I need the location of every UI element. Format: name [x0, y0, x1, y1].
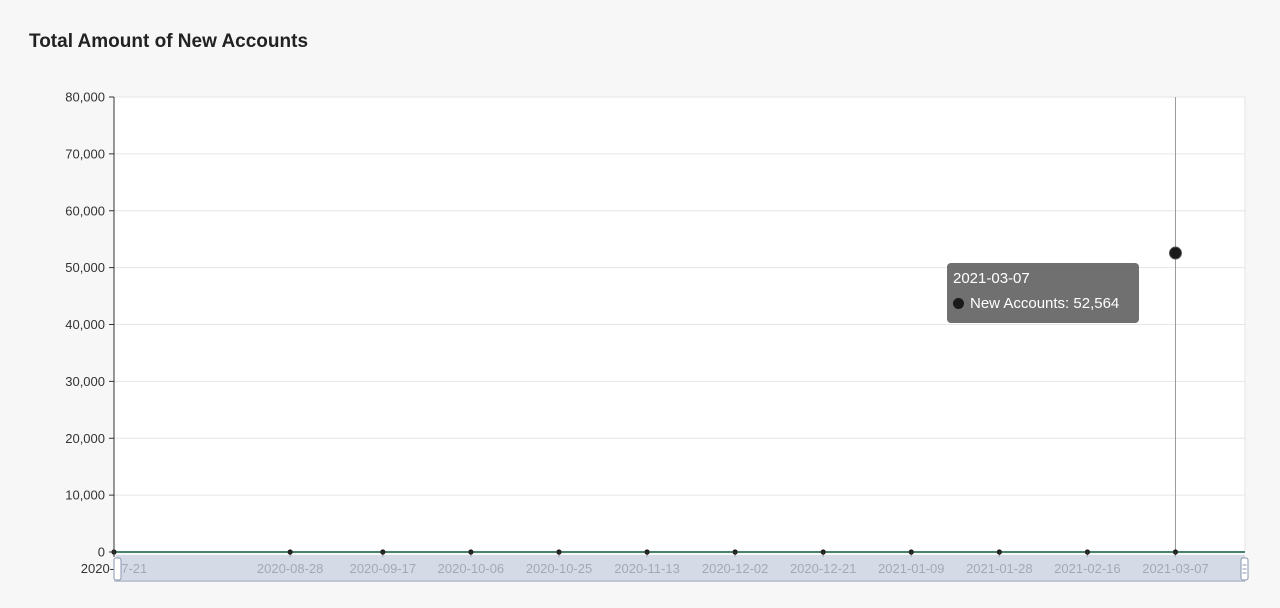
y-tick-label-6: 60,000	[65, 203, 105, 218]
chart-title: Total Amount of New Accounts	[29, 31, 309, 52]
slider-handle-left[interactable]	[113, 557, 122, 581]
tooltip-value: 52,564	[1073, 295, 1120, 312]
y-tick-label-7: 70,000	[65, 146, 105, 161]
y-axis: 0 10,000 20,000 30,000 40,000 50,000 60,000 70,…	[65, 90, 115, 560]
y-tick-label-0: 0	[98, 545, 105, 560]
slider-track[interactable]	[116, 555, 1245, 582]
data-zoom-slider[interactable]	[113, 555, 1249, 582]
tooltip-series-label: New Accounts	[970, 295, 1066, 312]
y-tick-label-8: 80,000	[65, 90, 105, 105]
tooltip-date: 2021-03-07	[953, 270, 1030, 287]
y-tick-label-1: 10,000	[65, 488, 105, 503]
y-tick-label-3: 30,000	[65, 374, 105, 389]
highlight-point	[1168, 246, 1182, 260]
y-tick-label-2: 20,000	[65, 431, 105, 446]
y-tick-label-4: 40,000	[65, 317, 105, 332]
chart-tooltip: 2021-03-07 New Accounts: 52,564	[947, 263, 1139, 323]
series-dot-icon	[953, 298, 964, 309]
tooltip-row: New Accounts: 52,564	[953, 295, 1133, 313]
y-tick-label-5: 50,000	[65, 260, 105, 275]
